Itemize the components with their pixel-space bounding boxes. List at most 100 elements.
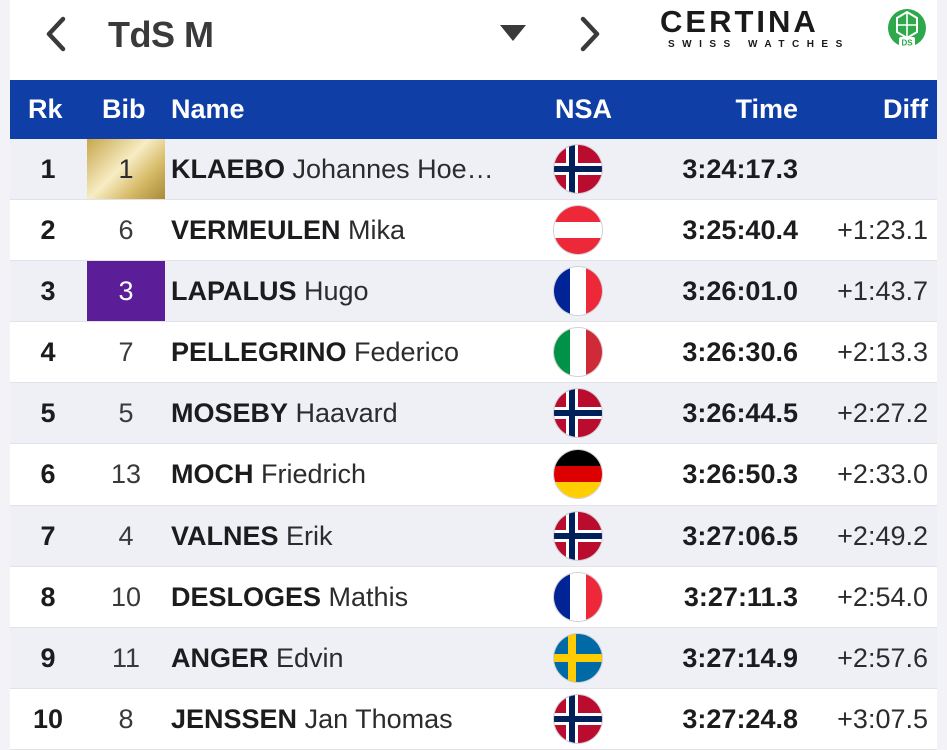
athlete-given-name: Jan Thomas xyxy=(304,703,453,734)
diff-cell: +3:07.5 xyxy=(837,703,928,734)
result-row[interactable]: 3 3 LAPALUS Hugo 3:26:01.0 +1:43.7 xyxy=(10,261,937,323)
top-navigation-bar: TdS M CERTINA SWISS WATCHES DS xyxy=(10,0,937,78)
rank-cell: 1 xyxy=(40,154,56,184)
diff-cell xyxy=(798,139,928,199)
rank-cell: 8 xyxy=(40,581,56,612)
rank-cell: 3 xyxy=(40,276,56,307)
athlete-given-name: Federico xyxy=(354,337,460,368)
sponsor-logo: CERTINA SWISS WATCHES DS xyxy=(660,4,932,52)
bib-cell: 1 xyxy=(87,139,165,199)
athlete-given-name: Erik xyxy=(286,520,333,551)
athlete-name-cell[interactable]: VERMEULEN Mika xyxy=(171,200,549,260)
column-header-name[interactable]: Name xyxy=(171,94,245,124)
norway-flag-icon xyxy=(554,694,602,743)
athlete-name-cell[interactable]: PELLEGRINO Federico xyxy=(171,322,549,382)
logo-wordmark: CERTINA xyxy=(660,4,819,39)
athlete-given-name: Friedrich xyxy=(261,459,367,490)
athlete-surname: KLAEBO xyxy=(171,154,285,184)
diff-cell: +2:33.0 xyxy=(837,459,928,490)
result-row[interactable]: 5 5 MOSEBY Haavard 3:26:44.5 +2:27.2 xyxy=(10,383,937,445)
bib-cell: 6 xyxy=(118,215,134,246)
rank-cell: 9 xyxy=(40,642,56,673)
time-cell: 3:26:44.5 xyxy=(682,398,798,429)
chevron-right-icon xyxy=(580,16,600,52)
athlete-given-name: Hugo xyxy=(304,276,369,307)
norway-flag-icon xyxy=(554,511,602,560)
result-row[interactable]: 2 6 VERMEULEN Mika 3:25:40.4 +1:23.1 xyxy=(10,200,937,262)
time-cell: 3:27:24.8 xyxy=(682,703,798,734)
table-header: Rk Bib Name NSA Time Diff xyxy=(10,80,937,139)
bib-cell: 7 xyxy=(118,337,134,368)
time-cell: 3:26:01.0 xyxy=(682,276,798,307)
results-list: 1 1 KLAEBO Johannes Hoe… 3:24:17.3 2 6 VERMEUL… xyxy=(10,139,937,750)
athlete-name-cell[interactable]: JENSSEN Jan Thomas xyxy=(171,689,549,749)
next-race-button[interactable] xyxy=(570,14,610,54)
rank-cell: 4 xyxy=(40,337,56,368)
time-cell: 3:27:14.9 xyxy=(682,642,798,673)
column-header-time[interactable]: Time xyxy=(735,94,798,124)
norway-flag-icon xyxy=(554,145,602,193)
rank-cell: 10 xyxy=(32,703,64,734)
bib-cell: 5 xyxy=(118,398,134,429)
athlete-surname: MOSEBY xyxy=(171,398,289,429)
athlete-name-cell[interactable]: KLAEBO Johannes Hoe… xyxy=(171,139,549,199)
result-row[interactable]: 1 1 KLAEBO Johannes Hoe… 3:24:17.3 xyxy=(10,139,937,201)
athlete-given-name: Edvin xyxy=(276,642,344,673)
athlete-name-cell[interactable]: VALNES Erik xyxy=(171,506,549,566)
chevron-left-icon xyxy=(46,16,66,52)
athlete-name-cell[interactable]: LAPALUS Hugo xyxy=(171,261,549,321)
logo-tagline: SWISS WATCHES xyxy=(668,39,850,50)
diff-cell: +2:54.0 xyxy=(837,581,928,612)
athlete-name-cell[interactable]: ANGER Edvin xyxy=(171,628,549,688)
logo-ds-mark: DS xyxy=(901,39,913,48)
time-cell: 3:26:50.3 xyxy=(682,459,798,490)
result-row[interactable]: 6 13 MOCH Friedrich 3:26:50.3 +2:33.0 xyxy=(10,444,937,506)
bib-cell: 3 xyxy=(87,261,165,322)
time-cell: 3:26:30.6 xyxy=(682,337,798,368)
athlete-given-name: Haavard xyxy=(295,398,398,429)
column-header-bib[interactable]: Bib xyxy=(102,94,146,124)
athlete-surname: JENSSEN xyxy=(171,703,298,734)
diff-cell: +2:49.2 xyxy=(837,520,928,551)
diff-cell: +1:23.1 xyxy=(837,215,928,246)
column-header-rank[interactable]: Rk xyxy=(28,94,63,124)
athlete-given-name: Mathis xyxy=(328,581,409,612)
athlete-surname: DESLOGES xyxy=(171,581,322,612)
rank-cell: 7 xyxy=(40,520,56,551)
athlete-surname: VALNES xyxy=(171,520,279,551)
rank-cell: 6 xyxy=(40,459,56,490)
race-dropdown-button[interactable] xyxy=(496,16,530,50)
diff-cell: +1:43.7 xyxy=(837,276,928,307)
time-cell: 3:25:40.4 xyxy=(682,215,798,246)
column-header-nsa[interactable]: NSA xyxy=(555,94,613,124)
athlete-name-cell[interactable]: DESLOGES Mathis xyxy=(171,567,549,627)
athlete-name-cell[interactable]: MOSEBY Haavard xyxy=(171,383,549,443)
bib-cell: 4 xyxy=(118,520,134,551)
result-row[interactable]: 9 11 ANGER Edvin 3:27:14.9 +2:57.6 xyxy=(10,627,937,689)
result-row[interactable]: 4 7 PELLEGRINO Federico 3:26:30.6 +2:13.3 xyxy=(10,322,937,384)
result-row[interactable]: 7 4 VALNES Erik 3:27:06.5 +2:49.2 xyxy=(10,505,937,567)
result-row[interactable]: 10 8 JENSSEN Jan Thomas 3:27:24.8 +3:07.5 xyxy=(10,688,937,750)
column-header-diff[interactable]: Diff xyxy=(883,94,928,124)
result-row[interactable]: 8 10 DESLOGES Mathis 3:27:11.3 +2:54.0 xyxy=(10,566,937,628)
italy-flag-icon xyxy=(554,328,602,377)
bib-cell: 10 xyxy=(110,581,142,612)
athlete-surname: ANGER xyxy=(171,642,269,673)
france-flag-icon xyxy=(554,572,602,621)
previous-race-button[interactable] xyxy=(36,14,76,54)
athlete-surname: VERMEULEN xyxy=(171,215,341,246)
athlete-name-cell[interactable]: MOCH Friedrich xyxy=(171,444,549,504)
norway-flag-icon xyxy=(554,389,602,438)
germany-flag-icon xyxy=(554,450,602,499)
race-title: TdS M xyxy=(108,14,214,55)
athlete-given-name: Mika xyxy=(348,215,406,246)
bib-cell: 11 xyxy=(111,642,141,673)
caret-down-icon xyxy=(500,25,526,41)
athlete-surname: PELLEGRINO xyxy=(171,337,347,368)
time-cell: 3:27:11.3 xyxy=(683,581,798,612)
rank-cell: 2 xyxy=(40,215,56,246)
france-flag-icon xyxy=(554,267,602,316)
results-panel: TdS M CERTINA SWISS WATCHES DS Rk Bib xyxy=(10,0,937,750)
athlete-given-name: Johannes Hoe… xyxy=(292,154,494,184)
sweden-flag-icon xyxy=(554,633,602,682)
